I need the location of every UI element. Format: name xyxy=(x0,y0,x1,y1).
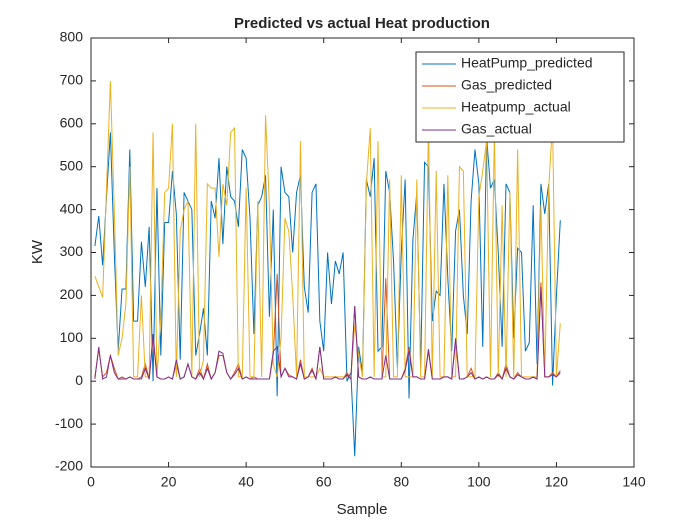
y-tick-label: -200 xyxy=(55,458,83,474)
y-tick-label: 500 xyxy=(60,157,84,173)
x-tick-label: 0 xyxy=(87,474,95,490)
legend-label: Heatpump_actual xyxy=(461,99,571,115)
series-line xyxy=(94,132,561,457)
y-tick-label: -100 xyxy=(55,415,83,431)
axes-box xyxy=(90,37,635,468)
x-axis-label: Sample xyxy=(337,501,388,518)
x-tick-label: 120 xyxy=(545,474,569,490)
legend-label: Gas_predicted xyxy=(461,77,552,93)
x-tick-label: 100 xyxy=(467,474,491,490)
series-line xyxy=(94,80,561,378)
y-tick-label: 400 xyxy=(60,200,84,216)
x-tick-label: 20 xyxy=(161,474,177,490)
legend-label: Gas_actual xyxy=(461,121,532,137)
series-line xyxy=(94,286,561,381)
x-tick-label: 60 xyxy=(316,474,332,490)
x-tick-label: 40 xyxy=(238,474,254,490)
y-tick-label: 300 xyxy=(60,243,84,259)
y-tick-label: 200 xyxy=(60,286,84,302)
y-tick-label: 100 xyxy=(60,329,84,345)
y-axis-label: KW xyxy=(29,239,46,264)
chart-title: Predicted vs actual Heat production xyxy=(234,15,490,32)
x-tick-label: 80 xyxy=(393,474,409,490)
y-tick-label: 0 xyxy=(75,372,83,388)
legend-label: HeatPump_predicted xyxy=(461,55,593,71)
x-tick-label: 140 xyxy=(622,474,646,490)
y-tick-label: 700 xyxy=(60,72,84,88)
y-tick-label: 800 xyxy=(60,29,84,45)
legend-box xyxy=(415,51,625,143)
y-tick-label: 600 xyxy=(60,115,84,131)
